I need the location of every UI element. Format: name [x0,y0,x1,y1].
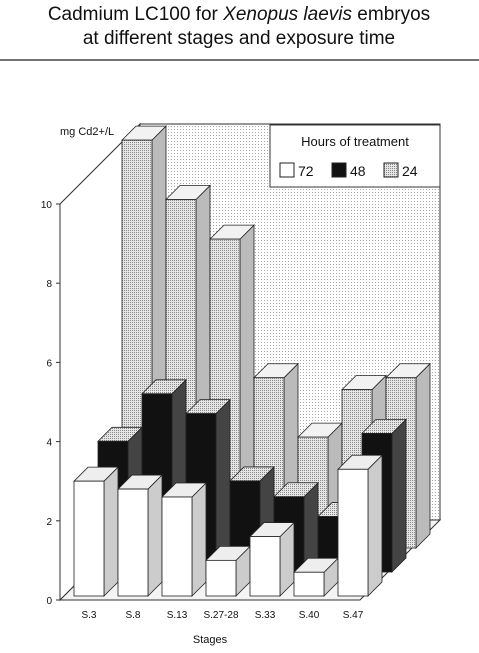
legend-box [269,124,441,188]
legend-label: 24 [402,163,418,179]
chart-subtitle: at different stages and exposure time [83,28,395,49]
chart-title: Cadmium LC100 for Xenopus laevis embryos [48,4,430,25]
bar-side [103,466,119,597]
x-tick-label: S.27-28 [203,610,238,621]
y-tick-label: 4 [46,438,52,449]
bar [205,545,251,597]
bar-front [117,488,149,597]
bar-front [73,480,105,597]
y-tick-label: 2 [46,517,52,528]
y-tick-label: 0 [46,596,52,607]
x-tick-label: S.33 [255,610,276,621]
legend-swatch [331,162,347,178]
legend-label: 72 [298,163,314,179]
bar-front [161,496,193,597]
x-axis-label: Stages [193,634,228,646]
bar-front [293,571,325,597]
bars [73,125,431,597]
legend-title: Hours of treatment [301,134,409,149]
legend-swatch [279,162,295,178]
bar [337,454,383,597]
bar-side [391,418,407,573]
bar [161,482,207,597]
bar-front [337,468,369,597]
y-tick-label: 6 [46,358,52,369]
x-tick-label: S.8 [125,610,140,621]
legend-swatch [383,162,399,178]
bar-side [367,454,383,597]
legend: Hours of treatment 72 48 24 [269,124,441,188]
bar-side [191,482,207,597]
bar [249,521,295,597]
bar-side [415,362,431,549]
bar-side [147,474,163,597]
y-tick-label: 10 [41,200,53,211]
bar-front [249,536,281,597]
x-tick-label: S.13 [167,610,188,621]
legend-label: 48 [350,163,366,179]
bar-front [205,559,237,597]
y-tick-label: 8 [46,279,52,290]
x-tick-label: S.40 [299,610,320,621]
x-tick-label: S.47 [343,610,364,621]
x-tick-label: S.3 [81,610,96,621]
bar [73,466,119,597]
y-axis-label: mg Cd2+/L [60,126,114,138]
bar [117,474,163,597]
